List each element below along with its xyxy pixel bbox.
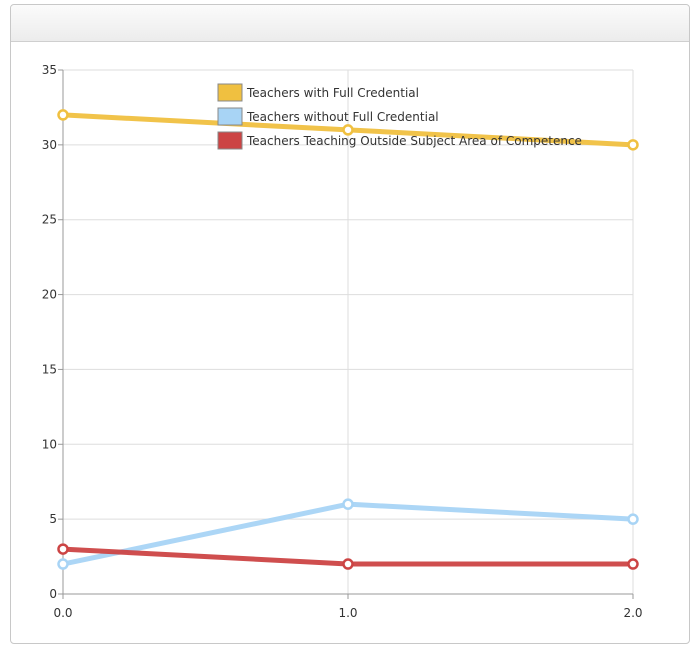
- y-tick-label: 10: [42, 437, 57, 451]
- y-tick-label: 30: [42, 138, 57, 152]
- data-point: [627, 139, 639, 151]
- legend-label: Teachers with Full Credential: [246, 86, 419, 100]
- data-point: [342, 558, 354, 570]
- data-point: [57, 543, 69, 555]
- panel-header: [11, 5, 689, 42]
- legend-label: Teachers Teaching Outside Subject Area o…: [246, 134, 582, 148]
- axes: 0 5 10 15 20 25 30 35 0.0 1.0 2.0: [42, 63, 643, 620]
- data-point: [342, 498, 354, 510]
- y-tick-label: 25: [42, 213, 57, 227]
- legend: Teachers with Full Credential Teachers wi…: [217, 83, 582, 150]
- series-lines: [57, 109, 639, 570]
- y-tick-label: 20: [42, 288, 57, 302]
- legend-swatch: [217, 83, 243, 102]
- y-tick-label: 5: [49, 512, 57, 526]
- data-point: [627, 513, 639, 525]
- legend-label: Teachers without Full Credential: [246, 110, 439, 124]
- data-point: [57, 109, 69, 121]
- x-tick-label: 2.0: [623, 606, 642, 620]
- x-tick-label: 0.0: [53, 606, 72, 620]
- y-tick-label: 35: [42, 63, 57, 77]
- y-tick-label: 0: [49, 587, 57, 601]
- data-point: [57, 558, 69, 570]
- legend-swatch: [217, 107, 243, 126]
- y-tick-label: 15: [42, 362, 57, 376]
- data-point: [627, 558, 639, 570]
- legend-swatch: [217, 131, 243, 150]
- chart-panel: [10, 4, 690, 644]
- x-tick-label: 1.0: [338, 606, 357, 620]
- data-point: [342, 124, 354, 136]
